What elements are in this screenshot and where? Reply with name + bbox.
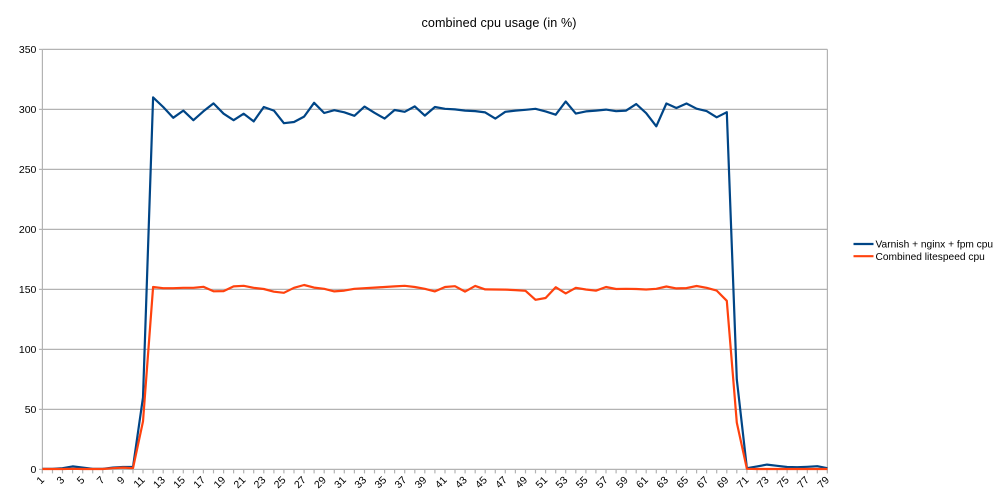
svg-text:50: 50 bbox=[25, 404, 37, 416]
svg-text:0: 0 bbox=[31, 464, 37, 476]
svg-text:350: 350 bbox=[19, 44, 37, 56]
svg-text:Varnish + nginx + fpm cpu: Varnish + nginx + fpm cpu bbox=[876, 240, 994, 251]
svg-text:300: 300 bbox=[19, 104, 37, 116]
svg-text:200: 200 bbox=[19, 224, 37, 236]
svg-text:100: 100 bbox=[19, 344, 37, 356]
svg-text:250: 250 bbox=[19, 164, 37, 176]
svg-text:Combined litespeed cpu: Combined litespeed cpu bbox=[876, 252, 985, 263]
svg-text:combined cpu usage (in %): combined cpu usage (in %) bbox=[421, 16, 576, 30]
svg-text:150: 150 bbox=[19, 284, 37, 296]
